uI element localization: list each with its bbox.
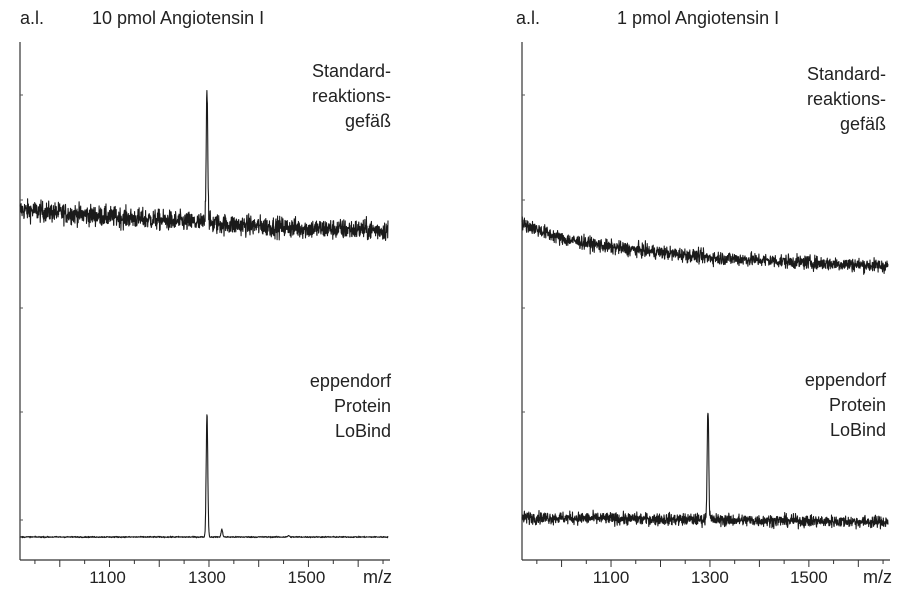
series-label: eppendorf <box>310 371 392 391</box>
spectrum-line <box>521 216 889 275</box>
y-axis-label-right: a.l. <box>516 8 540 28</box>
panel-left-plot: 1100 1300 1500 Standard-reaktions-gefäß eppe… <box>19 42 392 587</box>
series-label: LoBind <box>830 420 886 440</box>
x-tick-label: 1300 <box>691 568 729 587</box>
spectrum-line <box>19 414 389 539</box>
spectrum-line <box>521 412 889 530</box>
series-label: Protein <box>829 395 886 415</box>
series-label: reaktions- <box>807 89 886 109</box>
panel-right: a.l. 1 pmol Angiotensin I 1100 1300 1500 St… <box>516 8 892 587</box>
series-label: eppendorf <box>805 370 887 390</box>
series-label: Protein <box>334 396 391 416</box>
chart-title-left: 10 pmol Angiotensin I <box>92 8 264 28</box>
spectrum-line <box>19 89 389 241</box>
x-tick-label: 1500 <box>288 568 326 587</box>
chart-title-right: 1 pmol Angiotensin I <box>617 8 779 28</box>
x-tick-label: 1300 <box>188 568 226 587</box>
series-label: gefäß <box>345 111 391 131</box>
series-label: LoBind <box>335 421 391 441</box>
series-label: reaktions- <box>312 86 391 106</box>
series-label: Standard- <box>807 64 886 84</box>
series-label: Standard- <box>312 61 391 81</box>
x-axis-label-right: m/z <box>863 567 892 587</box>
y-axis-label-left: a.l. <box>20 8 44 28</box>
x-tick-label: 1500 <box>790 568 828 587</box>
panel-right-plot: 1100 1300 1500 Standard-reaktions-gefäß eppe… <box>521 42 890 587</box>
x-tick-label: 1100 <box>593 568 630 587</box>
x-axis-label-left: m/z <box>363 567 392 587</box>
x-tick-label: 1100 <box>89 568 126 587</box>
panel-left: a.l. 10 pmol Angiotensin I 1100 1300 1500 S… <box>19 8 392 587</box>
series-label: gefäß <box>840 114 886 134</box>
